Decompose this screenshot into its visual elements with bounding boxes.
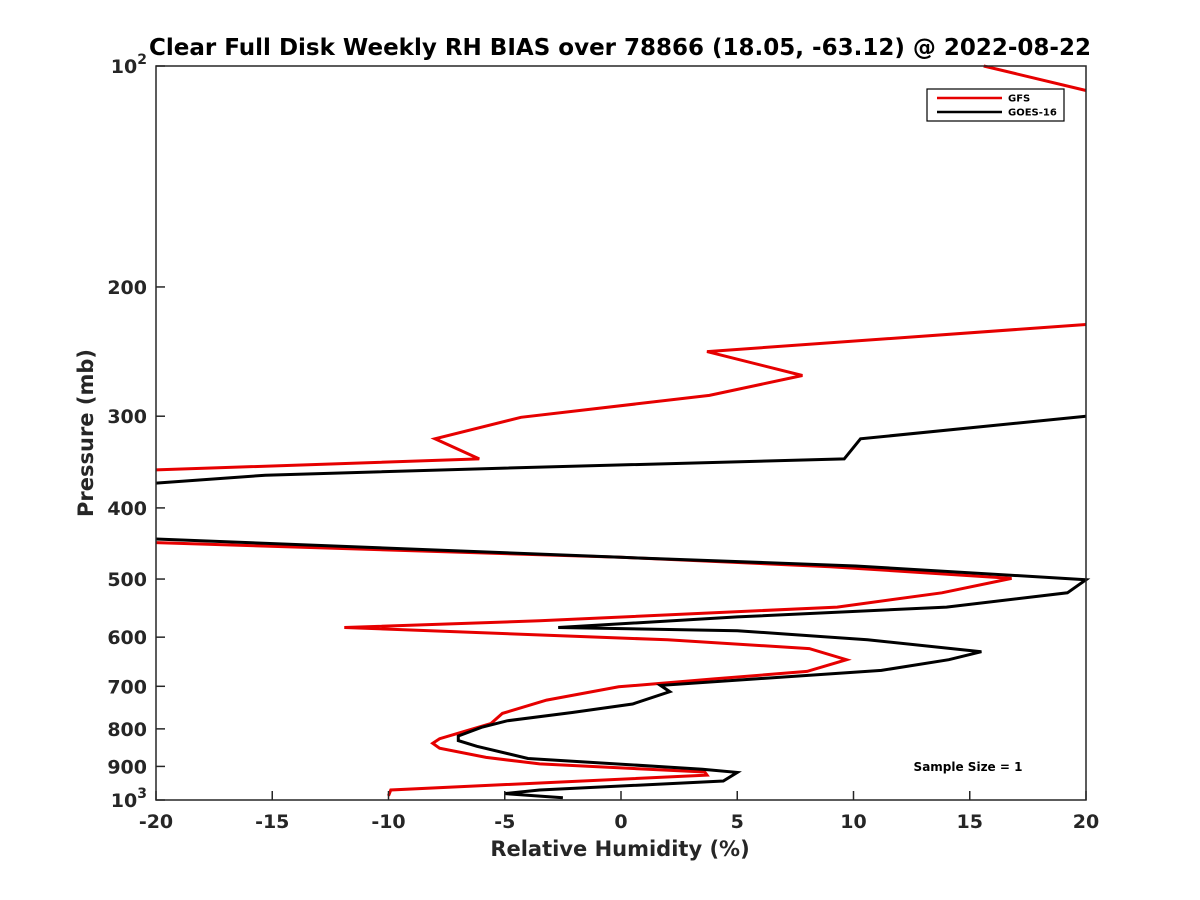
y-tick-label: 800 <box>107 719 147 741</box>
chart-title: Clear Full Disk Weekly RH BIAS over 7886… <box>149 35 1091 61</box>
x-tick-label: -5 <box>494 811 515 833</box>
x-tick-label: 10 <box>840 811 866 833</box>
legend-box <box>926 88 1065 122</box>
y-tick-label: 600 <box>107 627 147 649</box>
series-gfs-line-1 <box>155 323 1087 472</box>
series-gfs-line-0 <box>983 64 1087 92</box>
x-axis: -20 -15 -10 -5 0 5 10 15 20 <box>139 791 1099 833</box>
series-goes-16-line-0 <box>155 414 1087 485</box>
y-tick-label: 500 <box>107 569 147 591</box>
legend-label: GOES-16 <box>1008 108 1057 119</box>
plot-frame <box>155 65 1087 801</box>
y-tick-label: 400 <box>107 498 147 520</box>
y-axis-label: Pressure (mb) <box>74 349 98 517</box>
y-tick-label: 900 <box>107 756 147 778</box>
series-layer <box>155 64 1091 800</box>
x-tick-label: 0 <box>614 811 627 833</box>
y-tick-label: 103 <box>111 786 147 812</box>
y-axis: 102 200 300 400 500 600 700 800 900 103 <box>107 52 165 812</box>
y-tick-label: 102 <box>111 52 147 78</box>
legend: GFS GOES-16 <box>926 88 1065 122</box>
sample-size-annotation: Sample Size = 1 <box>914 760 1023 774</box>
x-axis-label: Relative Humidity (%) <box>490 837 749 861</box>
x-tick-label: -15 <box>255 811 289 833</box>
series-goes-16-line-1 <box>155 537 1091 800</box>
x-tick-label: -10 <box>371 811 405 833</box>
x-tick-label: -20 <box>139 811 173 833</box>
x-tick-label: 20 <box>1073 811 1099 833</box>
x-tick-label: 5 <box>731 811 744 833</box>
x-tick-label: 15 <box>957 811 983 833</box>
legend-label: GFS <box>1008 94 1030 105</box>
y-tick-label: 700 <box>107 676 147 698</box>
y-tick-label: 300 <box>107 406 147 428</box>
y-tick-label: 200 <box>107 277 147 299</box>
series-gfs-line-2 <box>155 541 1012 797</box>
